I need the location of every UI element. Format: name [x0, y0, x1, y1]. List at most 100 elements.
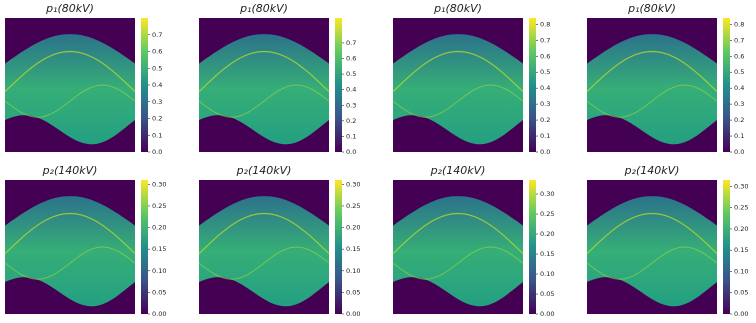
colorbar-tick-label: 0.30: [346, 180, 360, 188]
panel-title: p₁(80kV): [45, 2, 94, 15]
colorbar-tick-label: 0.05: [152, 288, 166, 296]
colorbar-tick-label: 0.30: [152, 180, 166, 188]
panel: p₂(140kV) 0.00 0.05 0.10 0.15 0.20 0.25 0.30: [586, 164, 748, 318]
colorbar-tick-label: 0.4: [346, 86, 356, 94]
panel: p₁(80kV) 0.0 0.1 0.2 0.3 0.4 0.5 0.6 0.7 0.8: [392, 2, 550, 156]
panel: p₁(80kV) 0.0 0.1 0.2 0.3 0.4 0.5 0.6 0.7: [4, 2, 162, 156]
colorbar-tick-label: 0.1: [346, 132, 356, 140]
colorbar-tick-label: 0.2: [152, 115, 162, 123]
colorbar-tick-label: 0.7: [540, 36, 550, 44]
colorbar-tick-label: 0.15: [346, 245, 360, 253]
sinogram-trace: [4, 212, 136, 255]
colorbar-tick-label: 0.20: [152, 224, 166, 232]
colorbar-tick-label: 0.00: [346, 310, 360, 318]
colorbar-tick-label: 0.10: [734, 267, 748, 275]
sinogram-trace: [4, 84, 136, 118]
sinogram-trace: [392, 246, 524, 280]
colorbar-tick-label: 0.15: [734, 246, 748, 254]
sinogram-trace: [198, 246, 330, 280]
colorbar-tick-label: 0.3: [346, 101, 356, 109]
colorbar-tick-label: 0.25: [734, 204, 748, 212]
colorbar: [723, 180, 730, 314]
colorbar-tick-label: 0.6: [540, 52, 550, 60]
colorbar-tick-label: 0.30: [734, 182, 748, 190]
colorbar-tick-label: 0.20: [734, 225, 748, 233]
colorbar-tick-label: 0.10: [152, 267, 166, 275]
panel: p₁(80kV) 0.0 0.1 0.2 0.3 0.4 0.5 0.6 0.7 0.8: [586, 2, 744, 156]
colorbar-tick-label: 0.05: [540, 290, 554, 298]
colorbar-tick-label: 0.0: [346, 148, 356, 156]
panel: p₂(140kV) 0.00 0.05 0.10 0.15 0.20 0.25 0.30: [392, 164, 554, 318]
colorbar-tick-label: 0.8: [734, 20, 744, 28]
colorbar-tick-label: 0.4: [152, 81, 162, 89]
sinogram-trace: [586, 84, 718, 118]
sinogram-trace: [586, 246, 718, 280]
colorbar-tick-label: 0.1: [734, 132, 744, 140]
colorbar-tick-label: 0.10: [540, 270, 554, 278]
colorbar: [335, 18, 342, 152]
colorbar-tick-label: 0.5: [734, 68, 744, 76]
sinogram-trace: [198, 212, 330, 255]
colorbar: [723, 18, 730, 152]
colorbar-tick-label: 0.5: [540, 68, 550, 76]
colorbar-tick-label: 0.4: [540, 84, 550, 92]
colorbar-tick-label: 0.2: [734, 116, 744, 124]
panel-title: p₂(140kV): [430, 164, 486, 177]
panel: p₂(140kV) 0.00 0.05 0.10 0.15 0.20 0.25 0.30: [4, 164, 166, 318]
colorbar-tick-label: 0.7: [734, 36, 744, 44]
sinogram-trace: [198, 50, 330, 93]
panel-title: p₂(140kV): [42, 164, 98, 177]
colorbar: [529, 18, 536, 152]
colorbar-tick-label: 0.00: [734, 310, 748, 318]
colorbar-tick-label: 0.3: [540, 100, 550, 108]
colorbar-tick-label: 0.2: [346, 117, 356, 125]
colorbar-tick-label: 0.1: [152, 131, 162, 139]
colorbar-tick-label: 0.6: [152, 48, 162, 56]
colorbar-tick-label: 0.10: [346, 267, 360, 275]
colorbar: [141, 180, 148, 314]
colorbar-tick-label: 0.15: [152, 245, 166, 253]
sinogram-trace: [198, 84, 330, 118]
colorbar-tick-label: 0.6: [346, 55, 356, 63]
colorbar-tick-label: 0.5: [152, 64, 162, 72]
colorbar-tick-label: 0.7: [346, 39, 356, 47]
colorbar-tick-label: 0.25: [346, 202, 360, 210]
colorbar-tick-label: 0.00: [540, 310, 554, 318]
colorbar-tick-label: 0.05: [734, 289, 748, 297]
colorbar-tick-label: 0.05: [346, 288, 360, 296]
colorbar-tick-label: 0.00: [152, 310, 166, 318]
colorbar-tick-label: 0.0: [152, 148, 162, 156]
panel: p₂(140kV) 0.00 0.05 0.10 0.15 0.20 0.25 0.30: [198, 164, 360, 318]
panel-title: p₁(80kV): [627, 2, 676, 15]
sinogram-trace: [4, 246, 136, 280]
panel: p₁(80kV) 0.0 0.1 0.2 0.3 0.4 0.5 0.6 0.7: [198, 2, 356, 156]
colorbar-tick-label: 0.7: [152, 31, 162, 39]
colorbar-tick-label: 0.0: [540, 148, 550, 156]
colorbar-tick-label: 0.15: [540, 250, 554, 258]
colorbar-tick-label: 0.6: [734, 52, 744, 60]
colorbar-tick-label: 0.20: [540, 230, 554, 238]
sinogram-trace: [392, 84, 524, 118]
sinogram-trace: [586, 212, 718, 255]
colorbar-tick-label: 0.3: [152, 98, 162, 106]
colorbar: [335, 180, 342, 314]
panel-title: p₁(80kV): [239, 2, 288, 15]
panel-title: p₂(140kV): [624, 164, 680, 177]
sinogram-trace: [392, 50, 524, 93]
colorbar-tick-label: 0.20: [346, 224, 360, 232]
colorbar: [141, 18, 148, 152]
colorbar-tick-label: 0.25: [540, 210, 554, 218]
colorbar-tick-label: 0.0: [734, 148, 744, 156]
colorbar: [529, 180, 536, 314]
sinogram-trace: [4, 50, 136, 93]
sinogram-trace: [586, 50, 718, 93]
colorbar-tick-label: 0.2: [540, 116, 550, 124]
colorbar-tick-label: 0.1: [540, 132, 550, 140]
colorbar-tick-label: 0.30: [540, 190, 554, 198]
colorbar-tick-label: 0.3: [734, 100, 744, 108]
colorbar-tick-label: 0.4: [734, 84, 744, 92]
colorbar-tick-label: 0.5: [346, 70, 356, 78]
panel-title: p₁(80kV): [433, 2, 482, 15]
sinogram-trace: [392, 212, 524, 255]
